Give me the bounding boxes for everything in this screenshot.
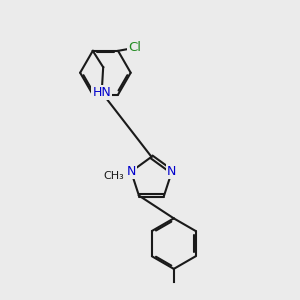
Text: CH₃: CH₃ bbox=[103, 171, 124, 181]
Text: HN: HN bbox=[92, 86, 111, 99]
Text: Cl: Cl bbox=[128, 41, 141, 54]
Text: N: N bbox=[126, 165, 136, 178]
Text: N: N bbox=[167, 165, 176, 178]
